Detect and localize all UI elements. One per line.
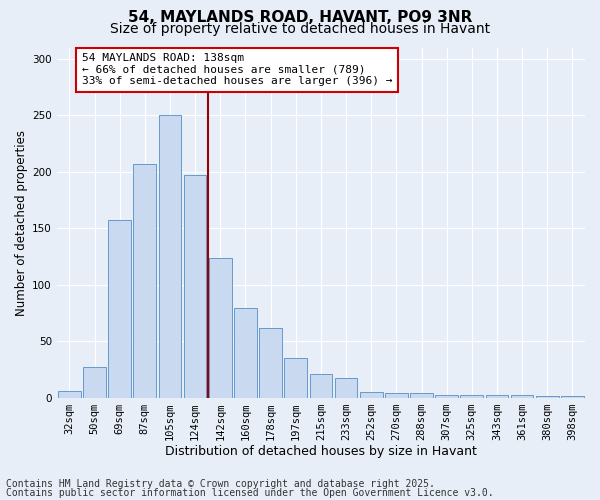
Bar xyxy=(234,308,257,398)
Bar xyxy=(385,394,407,398)
Bar xyxy=(511,394,533,398)
Bar xyxy=(133,164,156,398)
Bar xyxy=(158,116,181,398)
Text: Contains HM Land Registry data © Crown copyright and database right 2025.: Contains HM Land Registry data © Crown c… xyxy=(6,479,435,489)
Bar xyxy=(335,378,358,398)
Bar xyxy=(184,176,206,398)
Bar xyxy=(310,374,332,398)
Bar xyxy=(561,396,584,398)
Bar xyxy=(109,220,131,398)
Bar xyxy=(360,392,383,398)
Bar xyxy=(58,391,80,398)
Bar xyxy=(259,328,282,398)
Bar xyxy=(209,258,232,398)
Text: Contains public sector information licensed under the Open Government Licence v3: Contains public sector information licen… xyxy=(6,488,494,498)
Bar xyxy=(410,394,433,398)
Text: 54, MAYLANDS ROAD, HAVANT, PO9 3NR: 54, MAYLANDS ROAD, HAVANT, PO9 3NR xyxy=(128,10,472,25)
Y-axis label: Number of detached properties: Number of detached properties xyxy=(15,130,28,316)
Text: 54 MAYLANDS ROAD: 138sqm
← 66% of detached houses are smaller (789)
33% of semi-: 54 MAYLANDS ROAD: 138sqm ← 66% of detach… xyxy=(82,53,392,86)
Bar xyxy=(83,368,106,398)
Bar xyxy=(436,394,458,398)
Bar xyxy=(536,396,559,398)
Bar xyxy=(485,394,508,398)
X-axis label: Distribution of detached houses by size in Havant: Distribution of detached houses by size … xyxy=(165,444,477,458)
Bar xyxy=(460,394,483,398)
Text: Size of property relative to detached houses in Havant: Size of property relative to detached ho… xyxy=(110,22,490,36)
Bar xyxy=(284,358,307,398)
